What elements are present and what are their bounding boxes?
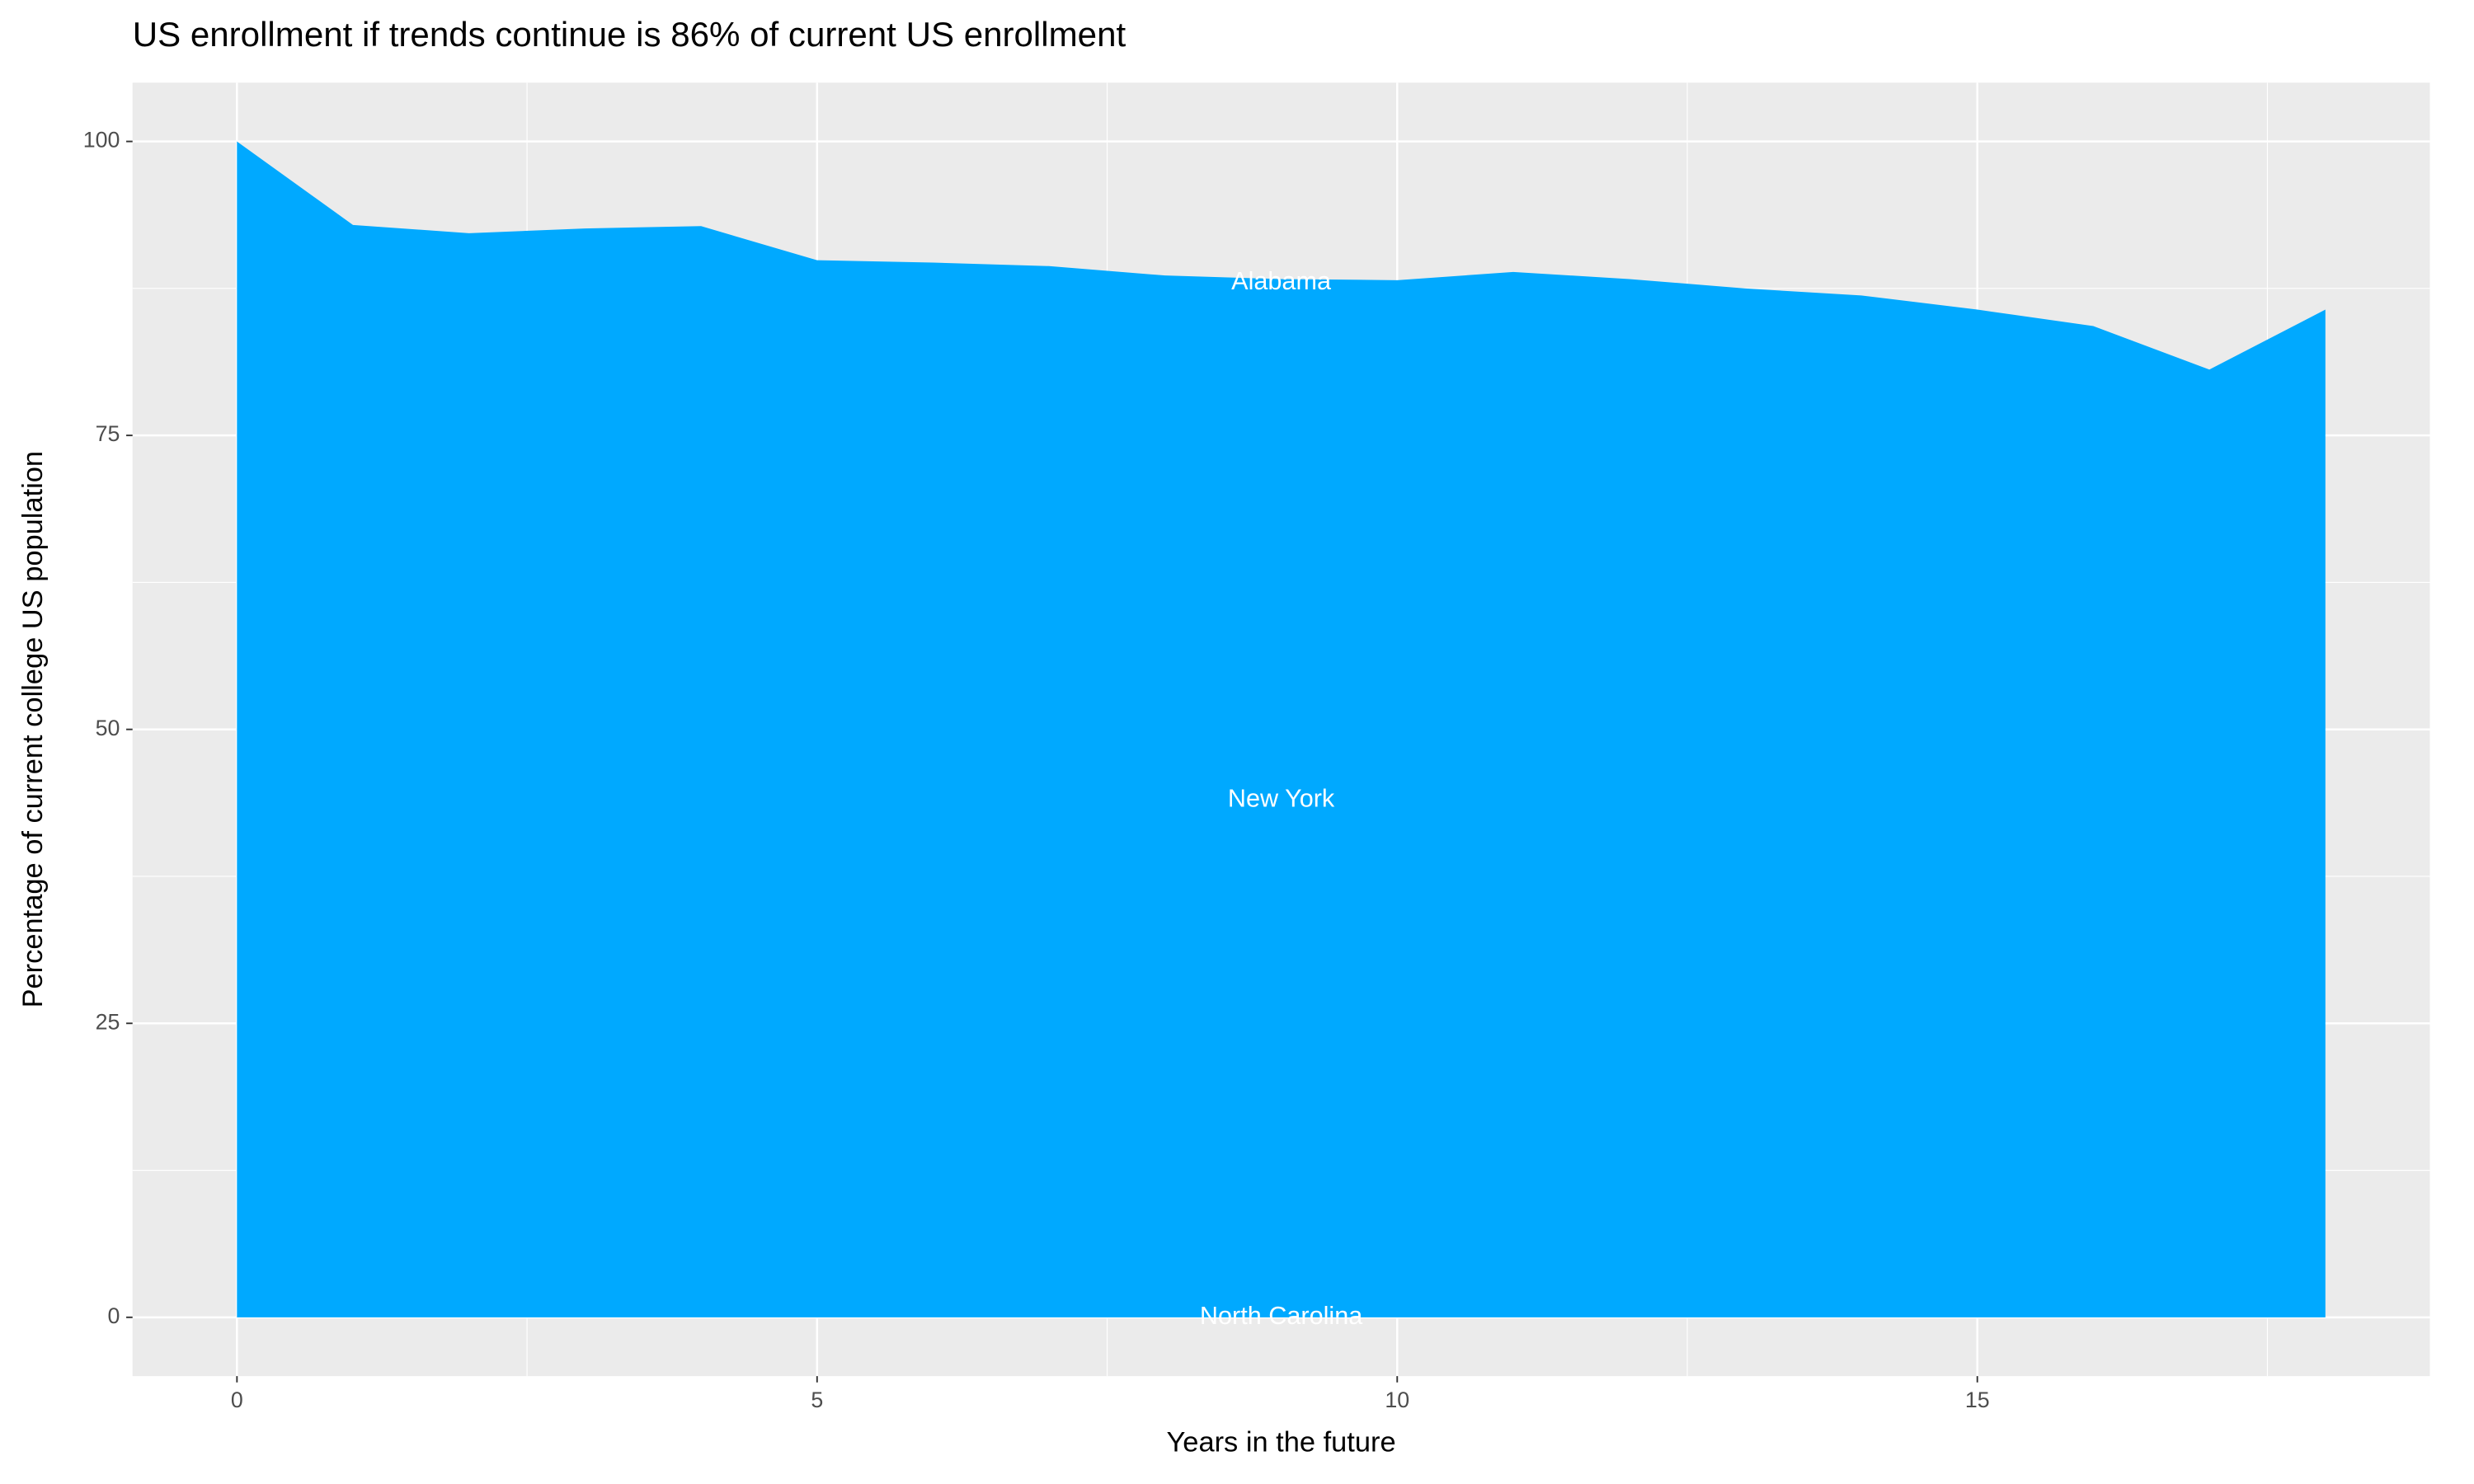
x-axis-title: Years in the future [1167,1426,1396,1458]
x-tick-label: 10 [1385,1388,1409,1412]
y-tick-label: 75 [96,421,120,446]
area-label: Alabama [1231,267,1332,295]
area-label: North Carolina [1200,1302,1363,1330]
y-tick-label: 25 [96,1009,120,1034]
y-tick-label: 50 [96,716,120,740]
y-tick-label: 0 [108,1303,120,1328]
area [237,141,2326,1317]
y-tick-label: 100 [83,128,120,153]
area-label: New York [1228,784,1335,812]
x-tick-label: 5 [811,1388,823,1412]
marks [237,141,2326,1317]
x-tick-label: 0 [231,1388,243,1412]
chart-title: US enrollment if trends continue is 86% … [133,15,1126,54]
y-axis-title: Percentage of current college US populat… [17,451,49,1007]
labels: 0 5 10 15 0 25 50 75 100 Alabama New York North Car… [83,128,1990,1412]
x-tick-label: 15 [1965,1388,1990,1412]
